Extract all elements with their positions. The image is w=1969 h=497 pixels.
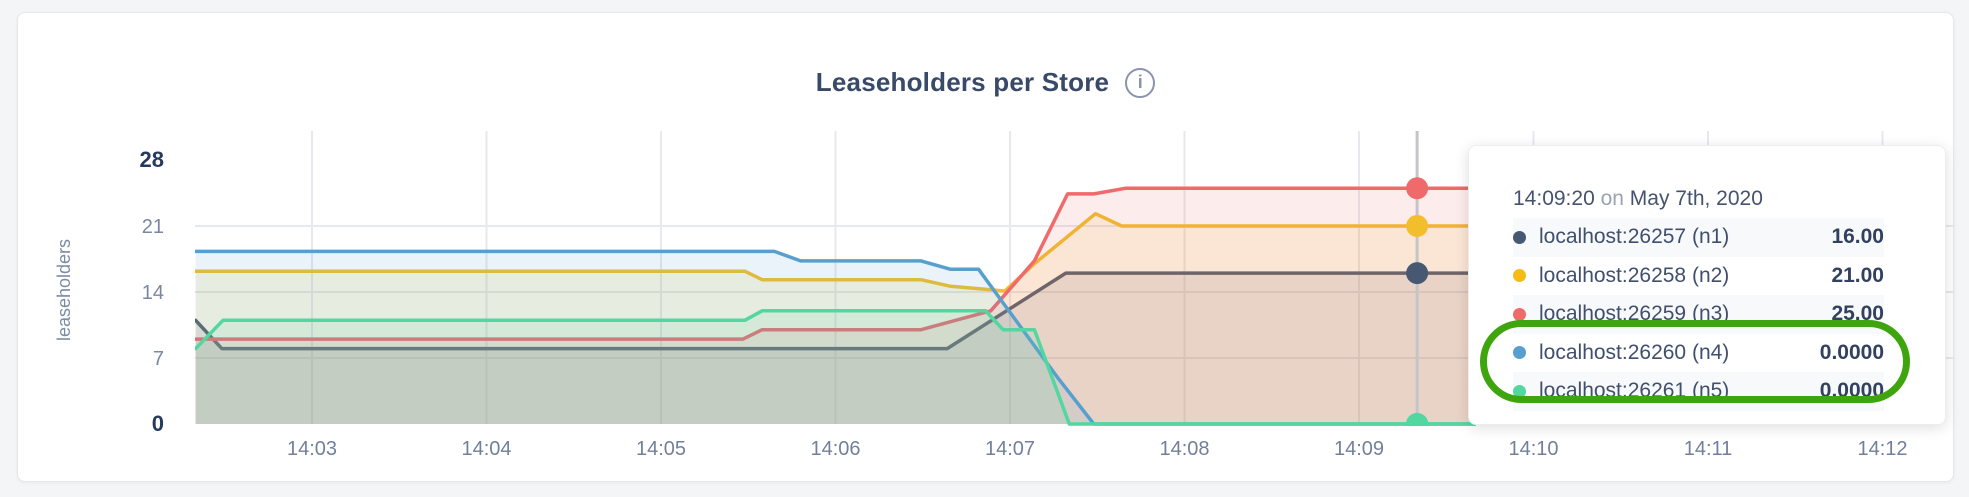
chart-header: Leaseholders per Store i <box>18 67 1953 98</box>
y-axis-title: leaseholders <box>54 239 74 341</box>
hover-dot-n5 <box>1406 413 1429 426</box>
tooltip-date: May 7th, 2020 <box>1629 187 1763 210</box>
annotation-ellipse <box>1480 320 1910 403</box>
series-line-n4 <box>195 249 1476 426</box>
x-axis-tick-label: 14:05 <box>636 438 686 460</box>
x-axis-tick-label: 14:10 <box>1508 438 1558 460</box>
y-axis-tick-label: 21 <box>142 216 164 238</box>
series-area-n4 <box>195 251 1476 424</box>
hover-dot-n1 <box>1406 262 1429 285</box>
x-axis-tick-label: 14:07 <box>985 438 1035 460</box>
tooltip-series-value: 16.00 <box>1831 225 1884 249</box>
info-icon-glyph: i <box>1137 72 1143 92</box>
x-axis-tick-label: 14:08 <box>1159 438 1209 460</box>
tooltip-timestamp: 14:09:20 on May 7th, 2020 <box>1513 184 1884 214</box>
hover-dot-n3 <box>1406 177 1429 200</box>
series-area-n2 <box>195 213 1476 424</box>
tooltip-row: localhost:26259 (n3) 25.00 <box>1513 295 1884 334</box>
series-area-n5 <box>195 310 1476 424</box>
x-axis-tick-label: 14:04 <box>461 438 511 460</box>
x-axis-tick-label: 14:11 <box>1684 438 1733 460</box>
chart-title: Leaseholders per Store <box>815 67 1110 97</box>
series-line-n5 <box>195 309 1476 426</box>
x-axis-tick-label: 14:06 <box>810 438 860 460</box>
tooltip-rows: localhost:26257 (n1) 16.00 localhost:26258… <box>1513 218 1884 411</box>
tooltip-series-label: localhost:26259 (n3) <box>1539 302 1730 326</box>
tooltip-row: localhost:26257 (n1) 16.00 <box>1513 218 1884 257</box>
x-axis-tick-label: 14:09 <box>1334 438 1384 460</box>
y-axis-tick-label: 14 <box>142 282 164 304</box>
x-axis-tick-label: 14:12 <box>1857 438 1907 460</box>
hover-dot-n2 <box>1406 214 1429 237</box>
tooltip-series-label: localhost:26258 (n2) <box>1539 263 1730 287</box>
tooltip-time: 14:09:20 <box>1513 187 1595 210</box>
series-line-n3 <box>195 186 1476 341</box>
series-line-n2 <box>195 211 1476 293</box>
tooltip-series-value: 25.00 <box>1831 302 1884 326</box>
x-axis-tick-label: 14:03 <box>287 438 337 460</box>
info-icon[interactable]: i <box>1125 67 1156 98</box>
series-color-dot-icon <box>1513 230 1526 244</box>
hover-dots-group <box>1406 177 1429 426</box>
series-color-dot-icon <box>1513 269 1526 283</box>
y-axis-tick-label: 28 <box>140 147 164 172</box>
series-area-n1 <box>195 273 1476 424</box>
chart-card: Leaseholders per Store i 0 7 14 21 28 14:03 14… <box>17 12 1955 482</box>
tooltip-separator: on <box>1600 187 1624 210</box>
tooltip-row: localhost:26258 (n2) 21.00 <box>1513 257 1884 296</box>
series-color-dot-icon <box>1513 307 1526 321</box>
y-axis-tick-label: 0 <box>152 411 164 436</box>
series-area-n3 <box>195 188 1476 424</box>
tooltip-series-value: 21.00 <box>1831 263 1884 287</box>
tooltip-series-label: localhost:26257 (n1) <box>1539 225 1730 249</box>
chart-canvas[interactable]: 0 7 14 21 28 14:03 14:04 14:05 14:06 14:07 14:08 14… <box>18 13 1969 497</box>
series-plot-group <box>195 186 1476 426</box>
y-axis-tick-label: 7 <box>153 348 164 370</box>
tooltip-series-label: localhost:26260 (n4) <box>1539 340 1730 364</box>
hover-tooltip: 14:09:20 on May 7th, 2020 localhost:2625… <box>1468 145 1946 425</box>
